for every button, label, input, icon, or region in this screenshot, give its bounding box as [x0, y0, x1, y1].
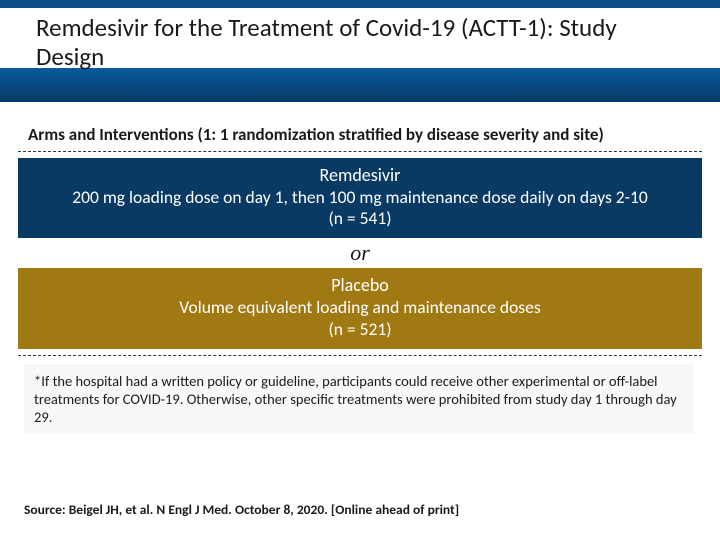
- footnote: *If the hospital had a written policy or…: [24, 364, 694, 434]
- arms-subheader: Arms and Interventions (1: 1 randomizati…: [18, 124, 702, 145]
- arm2-n: (n = 521): [28, 319, 692, 341]
- arm1-n: (n = 541): [28, 208, 692, 230]
- source-citation: Source: Beigel JH, et al. N Engl J Med. …: [24, 501, 459, 518]
- divider-top: [18, 151, 702, 152]
- arm1-dose: 200 mg loading dose on day 1, then 100 m…: [28, 187, 692, 209]
- arm-remdesivir: Remdesivir 200 mg loading dose on day 1,…: [18, 158, 702, 238]
- arm-placebo: Placebo Volume equivalent loading and ma…: [18, 268, 702, 348]
- arm2-name: Placebo: [28, 274, 692, 297]
- arm2-dose: Volume equivalent loading and maintenanc…: [28, 297, 692, 319]
- divider-bottom: [18, 355, 702, 356]
- or-label: or: [18, 240, 702, 266]
- page-title: Remdesivir for the Treatment of Covid-19…: [36, 14, 676, 72]
- arm1-name: Remdesivir: [28, 164, 692, 187]
- slide: Remdesivir for the Treatment of Covid-19…: [0, 0, 720, 540]
- content-area: Arms and Interventions (1: 1 randomizati…: [18, 124, 702, 434]
